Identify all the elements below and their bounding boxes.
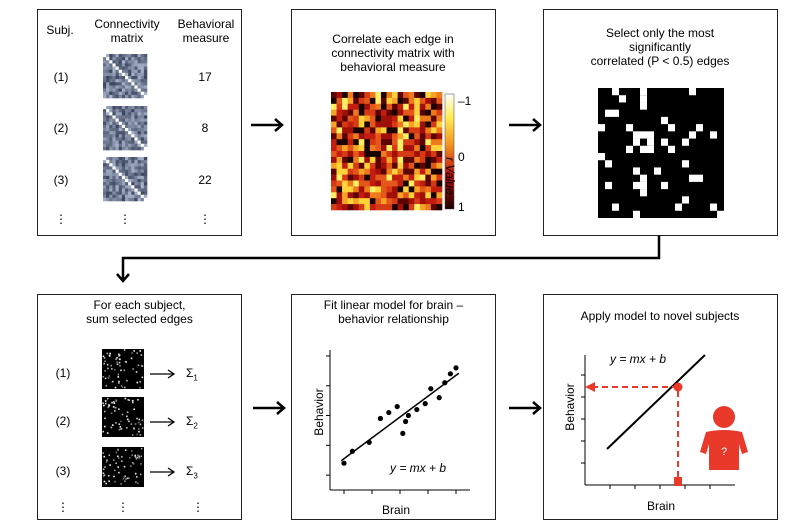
ellipsis-matrix: ⋮ [119, 212, 131, 226]
scatter-point [453, 365, 459, 371]
scatter-point [366, 439, 372, 445]
subject-edges-2 [102, 397, 144, 437]
scatter-point [403, 418, 409, 425]
scatter-point [422, 401, 428, 407]
panel-fit-model [291, 294, 496, 520]
colorbar-top-label: –1 [458, 94, 472, 108]
colorbar-bottom-label: 1 [458, 200, 465, 214]
apply-equation: y = mx + b [609, 352, 667, 366]
correlation-heatmap [331, 92, 443, 211]
scatter-point [447, 371, 453, 377]
ellipsis-sum-2: ⋮ [117, 500, 129, 514]
arrow-right-1 [251, 118, 284, 132]
header-connectivity-matrix: Connectivity matrix [94, 17, 160, 45]
ellipsis-sum-1: ⋮ [57, 500, 69, 514]
sum-row-label-3: (3) [55, 464, 71, 478]
scatter-point [400, 430, 406, 437]
behavioral-value-2: 8 [201, 121, 209, 135]
scatter-point [349, 448, 355, 454]
header-subj: Subj. [46, 23, 74, 37]
fit-ylabel: Behavior [312, 388, 326, 436]
panel-apply-model [543, 294, 778, 520]
small-arrow-1 [150, 369, 176, 379]
scatter-point [436, 395, 442, 401]
small-arrow-3 [150, 467, 176, 477]
apply-model-plot [581, 354, 735, 489]
scatter-point [428, 386, 434, 392]
sum-symbol-1: Σ1 [186, 366, 198, 383]
model-line [606, 354, 706, 450]
ellipsis-subj: ⋮ [55, 212, 67, 226]
header-behavioral-measure: Behavioral measure [177, 17, 235, 45]
connectivity-matrix-1 [103, 54, 148, 99]
subject-edges-1 [102, 349, 144, 389]
panel4-title: For each subject, sum selected edges [86, 298, 193, 326]
panel6-title: Apply model to novel subjects [580, 309, 740, 323]
fit-xlabel: Brain [381, 503, 410, 517]
colorbar-axis-label: r Value [443, 157, 457, 195]
person-question-mark: ? [720, 446, 728, 458]
sum-row-label-1: (1) [55, 366, 71, 380]
apply-xlabel: Brain [646, 499, 675, 513]
panel3-title-line3: correlated (P < 0.5) edges [590, 54, 730, 68]
small-arrow-2 [150, 417, 176, 427]
row-label-1: (1) [53, 70, 69, 84]
fit-equation: y = mx + b [389, 461, 447, 475]
arrow-right-3 [253, 401, 286, 415]
panel3-title-line1: Select only the most [605, 26, 715, 40]
scatter-point [386, 409, 392, 416]
dashed-arrowhead [585, 382, 595, 392]
sum-symbol-2: Σ2 [186, 414, 198, 431]
arrow-right-4 [509, 401, 542, 415]
ellipsis-value: ⋮ [199, 212, 211, 226]
fit-regression-line [340, 372, 460, 462]
input-marker [674, 477, 682, 486]
scatter-point [341, 460, 347, 466]
ellipsis-sum-3: ⋮ [192, 500, 204, 514]
selected-edges-matrix [598, 88, 724, 218]
sum-row-label-2: (2) [55, 414, 71, 428]
panel2-title: Correlate each edge in connectivity matr… [331, 32, 455, 74]
fit-scatter-plot [326, 350, 470, 494]
apply-ylabel: Behavior [563, 383, 577, 431]
scatter-point [442, 380, 448, 386]
scatter-point [394, 403, 400, 410]
row-label-2: (2) [53, 121, 69, 135]
panel3-title-line2: significantly [628, 40, 692, 54]
novel-subject-person-icon [700, 406, 748, 470]
behavioral-value-3: 22 [198, 173, 212, 187]
subject-edges-3 [102, 447, 144, 487]
scatter-point [377, 415, 383, 422]
prediction-point [673, 382, 683, 392]
scatter-point [414, 406, 420, 413]
connectivity-matrix-3 [103, 157, 148, 202]
scatter-point [405, 412, 411, 419]
arrow-right-2 [509, 118, 542, 132]
colorbar-mid-label: 0 [458, 150, 465, 164]
sum-symbol-3: Σ3 [186, 464, 198, 481]
connectivity-matrix-2 [103, 106, 148, 151]
colorbar [444, 93, 455, 210]
panel5-title: Fit linear model for brain – behavior re… [323, 298, 464, 326]
behavioral-value-1: 17 [198, 70, 212, 84]
row-label-3: (3) [53, 173, 69, 187]
arrow-connector-down [116, 236, 661, 283]
